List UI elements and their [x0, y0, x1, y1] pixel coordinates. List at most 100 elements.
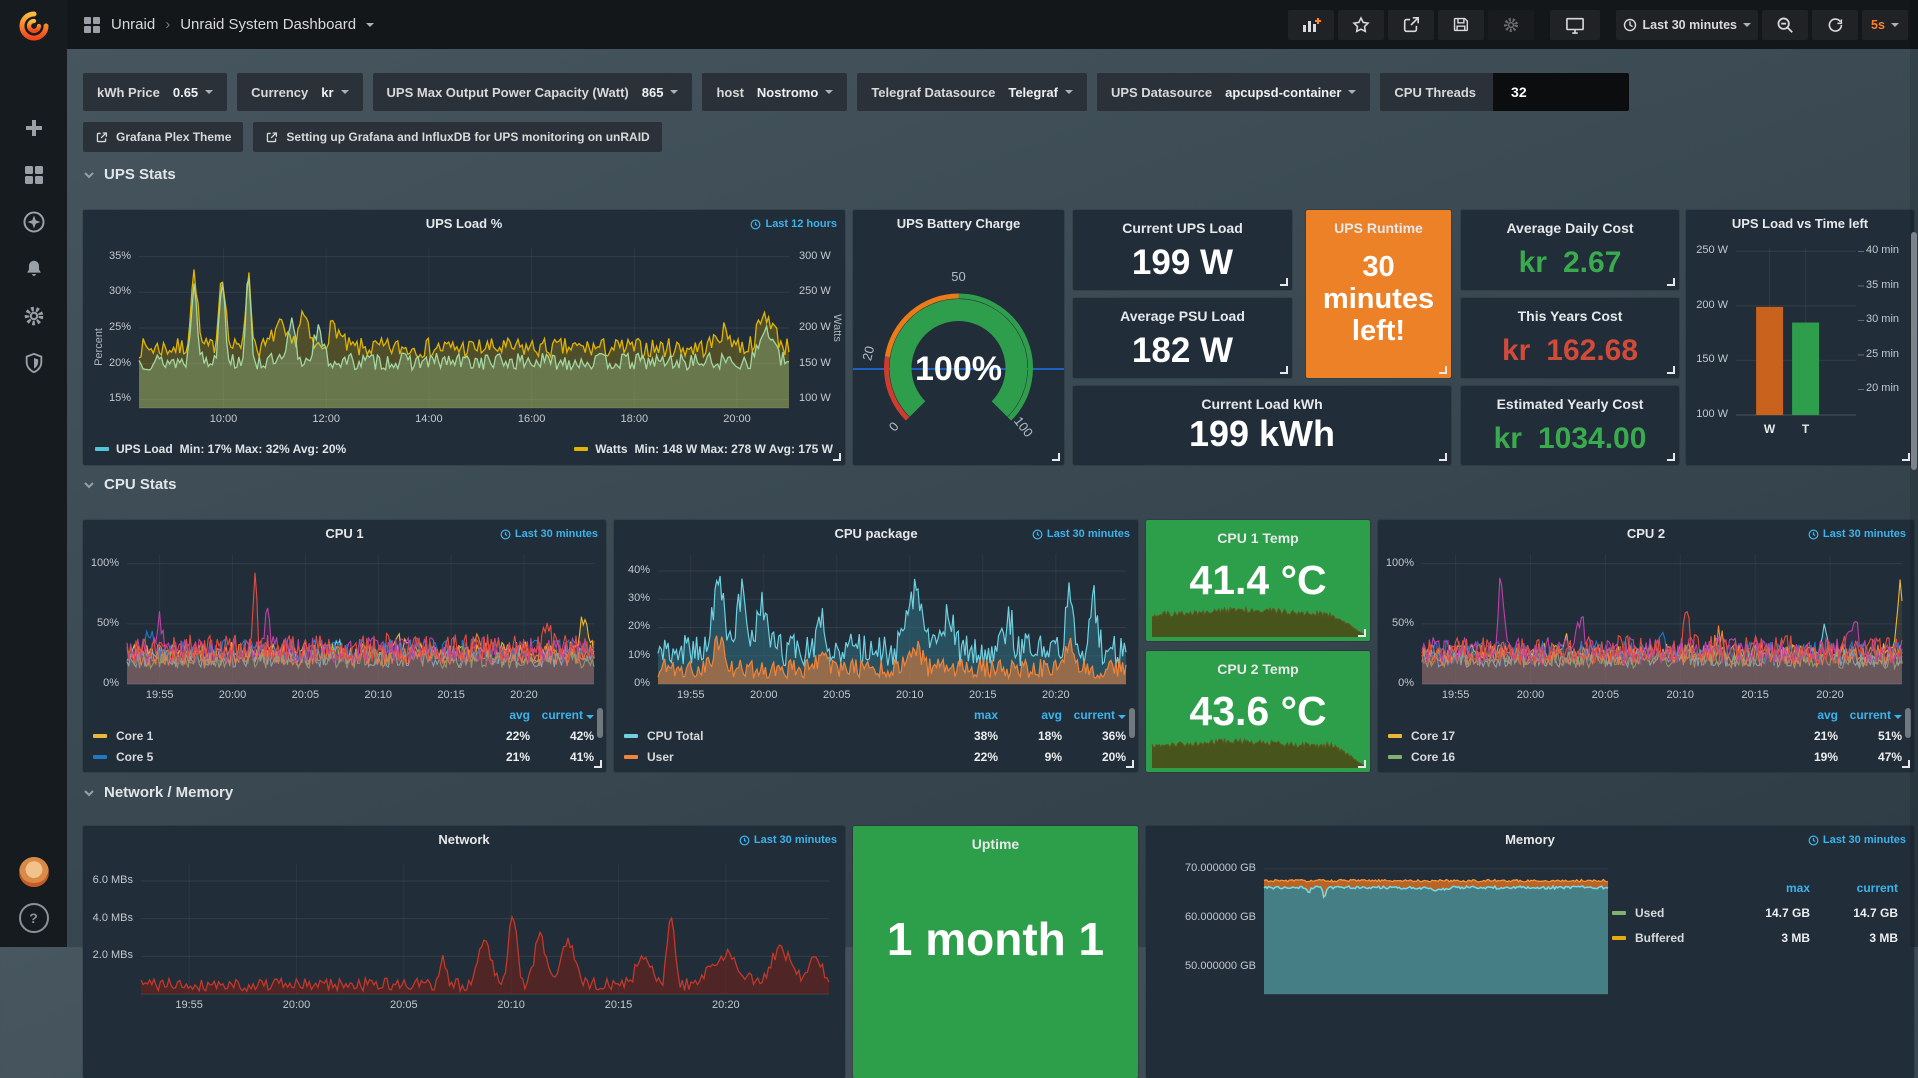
- panel-time-range[interactable]: Last 30 minutes: [739, 834, 837, 846]
- zoom-out-button[interactable]: [1762, 10, 1808, 40]
- legend-header-current[interactable]: current: [1062, 708, 1126, 722]
- panel-title[interactable]: UPS Load vs Time left: [1686, 216, 1914, 231]
- page-scrollbar-track[interactable]: [1910, 0, 1918, 947]
- legend-row[interactable]: Buffered 3 MB 3 MB: [1612, 925, 1898, 950]
- variable-currency[interactable]: Currency kr: [237, 73, 362, 111]
- tile-average-daily-cost[interactable]: Average Daily Cost kr2.67: [1461, 210, 1679, 290]
- link-grafana-plex-theme[interactable]: Grafana Plex Theme: [83, 122, 243, 152]
- cpu1-legend: avg current Core 1 22% 42% Core 5 21% 41…: [93, 704, 594, 767]
- sidebar-item-alerting[interactable]: [0, 245, 67, 292]
- panel-memory[interactable]: Memory Last 30 minutes 70.000000 GB60.00…: [1146, 826, 1914, 1078]
- breadcrumb-separator: ›: [165, 16, 170, 33]
- network-chart[interactable]: 6.0 MBs4.0 MBs2.0 MBs19:5520:0020:0520:1…: [83, 826, 845, 1078]
- chevron-down-icon: [83, 479, 95, 491]
- variable-host[interactable]: host Nostromo: [702, 73, 847, 111]
- legend-header-row: max avg current: [624, 704, 1126, 725]
- sidebar-item-configuration[interactable]: [0, 292, 67, 339]
- legend-scrollbar[interactable]: [597, 708, 603, 738]
- variable-kwh-price[interactable]: kWh Price 0.65: [83, 73, 227, 111]
- legend-row[interactable]: Core 17 21% 51%: [1388, 725, 1902, 746]
- tile-current-load-kwh[interactable]: Current Load kWh 199 kWh: [1073, 386, 1451, 465]
- section-cpu-stats[interactable]: CPU Stats: [83, 476, 177, 493]
- panel-title[interactable]: Memory: [1146, 832, 1914, 847]
- legend-header-max[interactable]: max: [1722, 881, 1810, 895]
- refresh-button[interactable]: [1812, 10, 1858, 40]
- grafana-logo-icon[interactable]: [0, 0, 67, 52]
- ups-load-chart[interactable]: 35%30%25%20%15%Percent300 W250 W200 W150…: [83, 210, 845, 465]
- legend-row[interactable]: Used 14.7 GB 14.7 GB: [1612, 900, 1898, 925]
- legend-header-avg[interactable]: avg: [1774, 708, 1838, 722]
- legend-header-current[interactable]: current: [1838, 708, 1902, 722]
- sidebar-item-explore[interactable]: [0, 198, 67, 245]
- save-button[interactable]: [1438, 10, 1484, 40]
- legend-watts[interactable]: Watts Min: 148 W Max: 278 W Avg: 175 W: [574, 442, 833, 456]
- tile-cpu1-temp[interactable]: CPU 1 Temp 41.4 °C: [1146, 520, 1370, 641]
- settings-button[interactable]: [1488, 10, 1534, 40]
- panel-cpu-package[interactable]: CPU package Last 30 minutes 40%30%20%10%…: [614, 520, 1138, 772]
- section-ups-stats[interactable]: UPS Stats: [83, 166, 176, 183]
- tile-estimated-yearly-cost[interactable]: Estimated Yearly Cost kr1034.00: [1461, 386, 1679, 465]
- time-range-picker[interactable]: Last 30 minutes: [1616, 10, 1758, 40]
- link-ups-monitoring-guide[interactable]: Setting up Grafana and InfluxDB for UPS …: [253, 122, 661, 152]
- panel-time-range[interactable]: Last 12 hours: [750, 218, 837, 230]
- panel-title[interactable]: Network: [83, 832, 845, 847]
- panel-cpu1[interactable]: CPU 1 Last 30 minutes 100%50%0%19:5520:0…: [83, 520, 606, 772]
- tile-average-psu-load[interactable]: Average PSU Load 182 W: [1073, 298, 1292, 378]
- chevron-down-icon: [1348, 90, 1356, 94]
- breadcrumb-app[interactable]: Unraid: [111, 16, 155, 33]
- legend-ups-load[interactable]: UPS Load Min: 17% Max: 32% Avg: 20%: [95, 442, 346, 456]
- legend-header-current[interactable]: current: [530, 708, 594, 722]
- panel-title[interactable]: UPS Load %: [83, 216, 845, 231]
- star-button[interactable]: [1338, 10, 1384, 40]
- breadcrumb-dashboard-title[interactable]: Unraid System Dashboard: [180, 16, 356, 33]
- sidebar-item-server-admin[interactable]: [0, 339, 67, 386]
- refresh-interval-picker[interactable]: 5s: [1862, 10, 1908, 40]
- legend-row[interactable]: Core 1 22% 42%: [93, 725, 594, 746]
- cpu-threads-input[interactable]: 32: [1493, 73, 1629, 111]
- user-avatar[interactable]: [19, 857, 49, 887]
- dashboard-dropdown-caret-icon[interactable]: [366, 23, 374, 27]
- panel-ups-load-vs-time-left[interactable]: UPS Load vs Time left 250 W200 W150 W100…: [1686, 210, 1914, 465]
- panel-cpu2[interactable]: CPU 2 Last 30 minutes 100%50%0%19:5520:0…: [1378, 520, 1914, 772]
- legend-scrollbar[interactable]: [1129, 708, 1135, 738]
- share-button[interactable]: [1388, 10, 1434, 40]
- sidebar-item-create[interactable]: [0, 104, 67, 151]
- tile-this-years-cost[interactable]: This Years Cost kr162.68: [1461, 298, 1679, 378]
- link-label: Setting up Grafana and InfluxDB for UPS …: [286, 130, 649, 144]
- tile-cpu2-temp[interactable]: CPU 2 Temp 43.6 °C: [1146, 651, 1370, 772]
- panel-time-range[interactable]: Last 30 minutes: [1032, 528, 1130, 540]
- variable-ups-datasource[interactable]: UPS Datasource apcupsd-container: [1097, 73, 1370, 111]
- variable-value: Nostromo: [757, 85, 818, 100]
- panel-ups-load[interactable]: UPS Load % Last 12 hours 35%30%25%20%15%…: [83, 210, 845, 465]
- legend-row[interactable]: Core 5 21% 41%: [93, 746, 594, 767]
- stat-title: This Years Cost: [1461, 308, 1679, 324]
- gauge-tick-0: 0: [886, 419, 902, 434]
- sidebar-item-dashboards[interactable]: [0, 151, 67, 198]
- tile-ups-runtime[interactable]: UPS Runtime 30 minutes left!: [1306, 210, 1451, 378]
- panel-time-range[interactable]: Last 30 minutes: [1808, 834, 1906, 846]
- section-network-memory[interactable]: Network / Memory: [83, 784, 233, 801]
- panel-time-range[interactable]: Last 30 minutes: [1808, 528, 1906, 540]
- legend-header-avg[interactable]: avg: [466, 708, 530, 722]
- ups-load-vs-time-chart[interactable]: 250 W200 W150 W100 W40 min35 min30 min25…: [1686, 210, 1914, 465]
- stat-value: 41.4 °C: [1146, 557, 1370, 604]
- variable-ups-max-output[interactable]: UPS Max Output Power Capacity (Watt) 865: [373, 73, 693, 111]
- page-scrollbar-thumb[interactable]: [1911, 232, 1917, 470]
- tile-current-ups-load[interactable]: Current UPS Load 199 W: [1073, 210, 1292, 290]
- panel-ups-battery-charge[interactable]: UPS Battery Charge 0 20 50 100 100%: [853, 210, 1064, 465]
- legend-header-avg[interactable]: avg: [998, 708, 1062, 722]
- panel-time-range[interactable]: Last 30 minutes: [500, 528, 598, 540]
- memory-chart[interactable]: 70.000000 GB60.000000 GB50.000000 GB: [1146, 826, 1914, 1078]
- variable-telegraf-datasource[interactable]: Telegraf Datasource Telegraf: [857, 73, 1087, 111]
- legend-row[interactable]: User 22% 9% 20%: [624, 746, 1126, 767]
- panel-network[interactable]: Network Last 30 minutes 6.0 MBs4.0 MBs2.…: [83, 826, 845, 1078]
- help-icon[interactable]: ?: [19, 903, 49, 933]
- legend-header-max[interactable]: max: [934, 708, 998, 722]
- add-panel-button[interactable]: [1288, 10, 1334, 40]
- legend-row[interactable]: CPU Total 38% 18% 36%: [624, 725, 1126, 746]
- panel-title[interactable]: UPS Battery Charge: [853, 216, 1064, 231]
- kiosk-mode-button[interactable]: [1550, 10, 1600, 40]
- legend-header-current[interactable]: current: [1810, 881, 1898, 895]
- legend-row[interactable]: Core 16 19% 47%: [1388, 746, 1902, 767]
- tile-uptime[interactable]: Uptime 1 month 1: [853, 826, 1138, 1078]
